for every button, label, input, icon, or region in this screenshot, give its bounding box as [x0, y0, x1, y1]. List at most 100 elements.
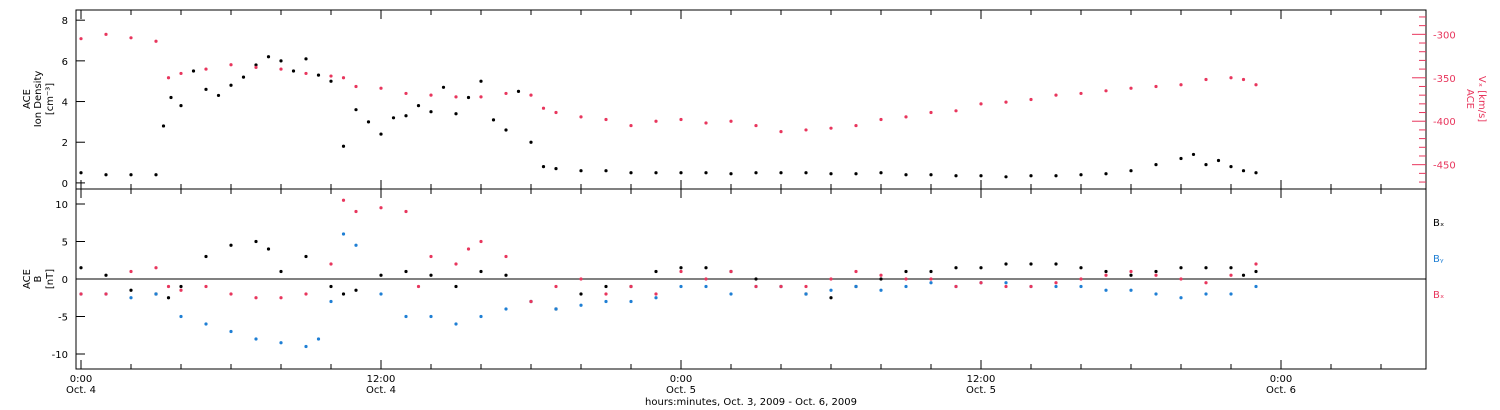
- data-point: [429, 110, 433, 114]
- data-point: [679, 171, 683, 175]
- data-point: [161, 124, 166, 128]
- data-point: [1079, 277, 1083, 281]
- ion-density-label-line-2: Ion Density: [33, 71, 44, 128]
- data-point: [1054, 174, 1058, 178]
- data-point: [704, 277, 708, 281]
- data-point: [229, 243, 233, 247]
- data-point: [541, 106, 546, 110]
- data-point: [1154, 269, 1158, 274]
- data-point: [429, 273, 433, 277]
- data-point: [154, 39, 158, 43]
- data-point: [1129, 169, 1133, 173]
- data-point: [704, 171, 708, 175]
- data-point: [341, 232, 346, 236]
- ion-density-tick-label: 4: [62, 98, 68, 109]
- vx-label-line-1: ACE: [1464, 89, 1475, 109]
- data-point: [929, 269, 933, 274]
- bottom-panel: 10 5 0 -5 -10 ACE B [nT] Bₓ Bᵧ Bₓ: [22, 188, 1444, 370]
- data-point: [266, 247, 271, 251]
- data-point: [1179, 277, 1183, 281]
- data-point: [1054, 93, 1058, 97]
- data-point: [454, 284, 458, 289]
- data-point: [779, 171, 783, 175]
- data-point: [804, 171, 808, 175]
- b-field-tick-label: 10: [55, 200, 68, 211]
- data-point: [1054, 284, 1058, 289]
- data-point: [429, 254, 433, 259]
- data-point: [404, 91, 408, 96]
- data-point: [1154, 162, 1158, 167]
- data-point: [204, 322, 208, 326]
- data-point: [79, 171, 83, 175]
- time-tick-date-label: Oct. 4: [366, 385, 396, 396]
- legend-by: Bᵧ: [1433, 254, 1444, 265]
- data-point: [1129, 273, 1133, 277]
- data-point: [304, 254, 308, 259]
- vx-tick-label: -400: [1433, 117, 1456, 128]
- data-point: [979, 266, 983, 270]
- data-point: [466, 95, 471, 100]
- data-point: [929, 281, 933, 285]
- data-point: [1229, 292, 1233, 296]
- top-panel: 0 2 4 6 8 -300 -350 -400 -450 ACE Ion Density […: [22, 9, 1487, 190]
- data-point: [604, 299, 608, 304]
- data-point: [829, 172, 833, 176]
- time-tick-label: 0:00: [1270, 374, 1292, 385]
- data-point: [654, 296, 658, 300]
- data-point: [879, 273, 883, 277]
- data-point: [704, 121, 708, 125]
- data-point: [804, 292, 808, 296]
- data-point: [554, 110, 558, 115]
- data-point: [204, 67, 208, 71]
- data-point: [1104, 288, 1108, 292]
- data-point: [904, 173, 908, 177]
- data-point: [354, 288, 358, 292]
- data-point: [979, 174, 983, 178]
- data-point: [329, 299, 333, 304]
- data-point: [254, 65, 258, 69]
- data-point: [179, 288, 183, 292]
- data-point: [1029, 262, 1033, 266]
- data-point: [904, 284, 908, 289]
- data-point: [379, 292, 383, 296]
- data-point: [104, 173, 108, 177]
- data-point: [829, 126, 833, 130]
- data-point: [504, 307, 508, 311]
- data-point: [204, 284, 208, 289]
- data-point: [1254, 171, 1258, 175]
- data-point: [804, 128, 808, 132]
- data-point: [341, 144, 346, 148]
- data-point: [1029, 284, 1033, 289]
- data-point: [1104, 172, 1108, 176]
- data-point: [1229, 266, 1233, 270]
- data-point: [1104, 89, 1108, 93]
- data-point: [1004, 175, 1008, 179]
- data-point: [604, 117, 608, 122]
- data-point: [129, 269, 133, 274]
- data-point: [729, 292, 733, 296]
- data-point: [204, 254, 208, 259]
- data-point: [366, 120, 371, 124]
- data-point: [729, 172, 733, 176]
- data-point: [454, 322, 458, 326]
- data-point: [291, 69, 296, 73]
- data-point: [341, 198, 346, 202]
- b-field-tick-label: 0: [62, 275, 68, 286]
- data-point: [104, 292, 108, 296]
- ion-density-tick-label: 6: [62, 57, 68, 68]
- data-point: [229, 63, 233, 67]
- data-point: [416, 104, 421, 108]
- ion-density-tick-label: 8: [62, 16, 68, 27]
- data-point: [1079, 284, 1083, 289]
- data-point: [579, 169, 583, 173]
- ion-density-tick-label: 2: [62, 138, 68, 149]
- data-point: [229, 292, 233, 296]
- data-point: [354, 209, 358, 214]
- top-data-points: [79, 32, 1258, 179]
- data-point: [579, 292, 583, 296]
- data-point: [904, 269, 908, 274]
- data-point: [929, 110, 933, 115]
- data-point: [416, 284, 421, 289]
- data-point: [1241, 273, 1246, 277]
